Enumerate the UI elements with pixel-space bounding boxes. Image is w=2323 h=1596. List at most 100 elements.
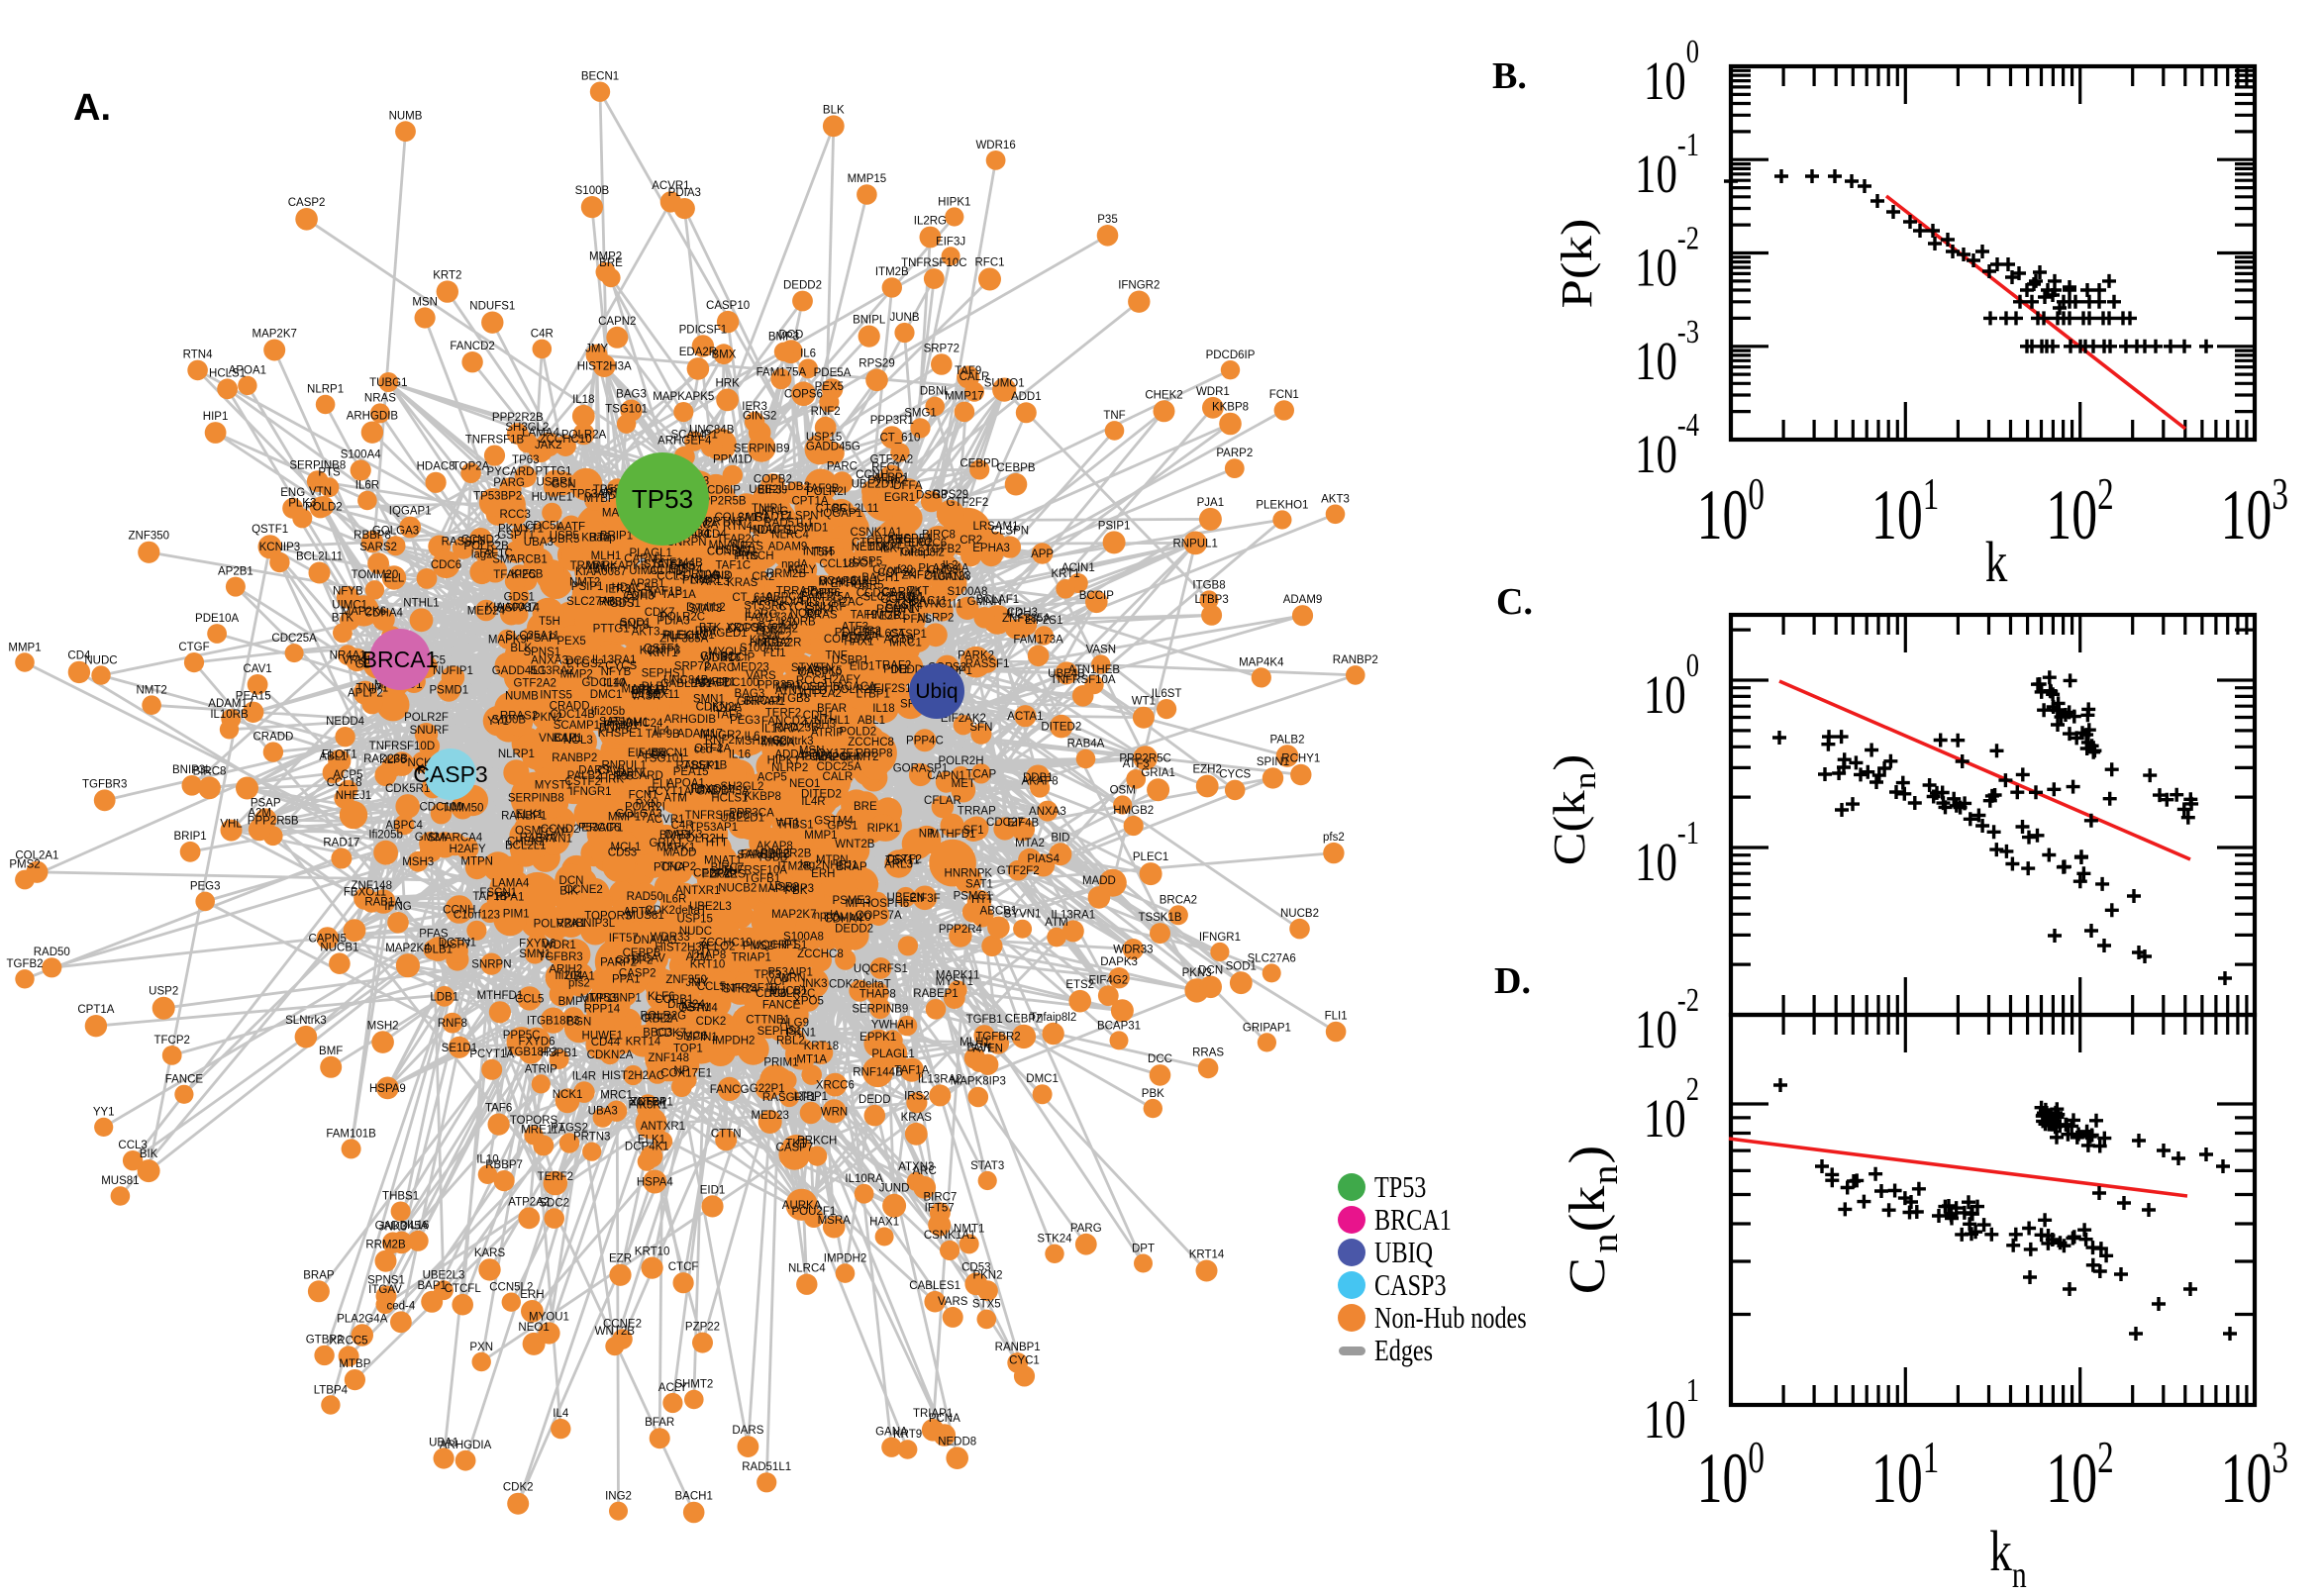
svg-text:ZNF24: ZNF24 xyxy=(631,1097,666,1109)
svg-text:WDR33: WDR33 xyxy=(1113,945,1153,956)
svg-text:DCP4K1: DCP4K1 xyxy=(625,1142,669,1153)
svg-text:RBL2: RBL2 xyxy=(776,1035,805,1047)
svg-text:MNAT1: MNAT1 xyxy=(709,540,747,551)
svg-text:KRT1: KRT1 xyxy=(1051,568,1079,580)
svg-text:NUCB2: NUCB2 xyxy=(1280,908,1319,920)
svg-text:PPP2R4: PPP2R4 xyxy=(939,924,983,936)
svg-text:CTGF: CTGF xyxy=(178,642,209,653)
svg-text:UBE2I: UBE2I xyxy=(749,484,781,496)
svg-text:EGR1: EGR1 xyxy=(884,492,915,504)
svg-text:PARG: PARG xyxy=(1070,1223,1102,1235)
svg-text:k: k xyxy=(1985,532,2008,595)
svg-text:RABEP1: RABEP1 xyxy=(913,988,958,1000)
svg-text:IFNG: IFNG xyxy=(384,901,412,913)
svg-text:UIMC1: UIMC1 xyxy=(332,600,367,612)
svg-text:SDC2: SDC2 xyxy=(539,1197,569,1209)
svg-text:HNRNPK: HNRNPK xyxy=(945,867,993,879)
svg-text:PIN1: PIN1 xyxy=(883,664,909,676)
svg-text:D.: D. xyxy=(1494,960,1531,1002)
svg-text:BAP1: BAP1 xyxy=(417,1280,446,1292)
svg-text:GRIPAP1: GRIPAP1 xyxy=(1243,1022,1291,1034)
svg-text:SPNS1: SPNS1 xyxy=(523,647,560,658)
svg-text:NDUFS1: NDUFS1 xyxy=(469,301,515,313)
svg-text:MSN: MSN xyxy=(412,297,438,309)
svg-text:P53AIP1: P53AIP1 xyxy=(767,966,812,978)
svg-text:LTBP3: LTBP3 xyxy=(1194,594,1228,606)
svg-text:CCND2: CCND2 xyxy=(461,535,501,547)
svg-text:CTTN: CTTN xyxy=(711,1128,742,1140)
svg-text:BCL2L11: BCL2L11 xyxy=(832,503,878,515)
svg-text:MMP2: MMP2 xyxy=(589,251,622,263)
svg-text:UBR5: UBR5 xyxy=(550,534,580,546)
svg-text:TP53: TP53 xyxy=(1374,1170,1426,1205)
svg-text:RAD51L1: RAD51L1 xyxy=(742,1461,791,1473)
svg-text:NUFIP1: NUFIP1 xyxy=(433,665,473,677)
svg-text:RNF8: RNF8 xyxy=(438,1018,467,1030)
svg-text:PALB2: PALB2 xyxy=(1270,734,1305,746)
svg-text:MED24: MED24 xyxy=(467,606,506,618)
svg-text:CDC5L: CDC5L xyxy=(525,521,562,533)
svg-text:PPM1D: PPM1D xyxy=(713,454,753,466)
svg-text:DCN: DCN xyxy=(559,875,584,887)
svg-text:PARP2: PARP2 xyxy=(1216,448,1253,459)
svg-text:IL10RA: IL10RA xyxy=(761,724,800,736)
svg-text:T5H: T5H xyxy=(539,616,560,628)
svg-text:Non-Hub nodes: Non-Hub nodes xyxy=(1374,1301,1527,1336)
svg-text:P(k): P(k) xyxy=(1553,219,1601,309)
svg-text:HTT: HTT xyxy=(971,894,993,906)
svg-text:TP53BP2: TP53BP2 xyxy=(473,490,522,502)
svg-text:TNF: TNF xyxy=(1103,410,1125,422)
svg-text:SRP72: SRP72 xyxy=(674,660,710,672)
svg-text:NUDC: NUDC xyxy=(679,926,712,938)
svg-text:MTA2: MTA2 xyxy=(1015,838,1045,849)
svg-text:Ubiq: Ubiq xyxy=(915,680,958,703)
svg-text:IL6: IL6 xyxy=(800,348,816,359)
svg-text:BCL2L11: BCL2L11 xyxy=(296,551,343,563)
svg-text:KRAS: KRAS xyxy=(727,577,758,589)
svg-text:MAP2K7: MAP2K7 xyxy=(771,909,816,921)
svg-text:ERH: ERH xyxy=(520,1289,544,1301)
svg-text:PCYT1A: PCYT1A xyxy=(469,1048,514,1060)
svg-text:PDICSF1: PDICSF1 xyxy=(835,628,883,640)
svg-text:IL10RA: IL10RA xyxy=(845,1173,883,1185)
svg-text:CDKN2A: CDKN2A xyxy=(587,1049,634,1061)
svg-text:SLNtrk3: SLNtrk3 xyxy=(772,736,814,748)
svg-text:CSTF2: CSTF2 xyxy=(886,853,922,865)
svg-text:RAB4A: RAB4A xyxy=(1067,739,1105,750)
svg-text:LTBP1: LTBP1 xyxy=(794,1091,828,1103)
svg-text:MED23: MED23 xyxy=(752,1110,789,1122)
svg-text:PLAGL1: PLAGL1 xyxy=(871,1048,914,1060)
svg-text:AKT3: AKT3 xyxy=(1321,494,1350,506)
svg-text:KRT2: KRT2 xyxy=(433,269,461,281)
svg-text:ZNF350: ZNF350 xyxy=(665,974,707,986)
svg-text:TNF: TNF xyxy=(825,650,847,662)
svg-text:RTN4: RTN4 xyxy=(183,349,213,361)
svg-text:IL13RA1: IL13RA1 xyxy=(1051,909,1095,921)
svg-text:KKBP8: KKBP8 xyxy=(1212,402,1249,414)
svg-text:MMP1: MMP1 xyxy=(8,642,41,653)
svg-text:ENG: ENG xyxy=(280,487,305,499)
svg-text:BNIPL: BNIPL xyxy=(853,315,886,327)
svg-text:MSRA: MSRA xyxy=(818,1215,852,1227)
svg-text:SMN1: SMN1 xyxy=(519,948,551,960)
svg-text:AKT3: AKT3 xyxy=(632,626,660,638)
svg-text:SLNtrk3: SLNtrk3 xyxy=(285,1015,327,1027)
svg-text:ARHGDIB: ARHGDIB xyxy=(347,411,399,423)
svg-text:IFT57: IFT57 xyxy=(925,1203,955,1215)
svg-text:MADD: MADD xyxy=(1082,875,1116,887)
svg-text:MSH3: MSH3 xyxy=(402,856,434,868)
svg-text:BCL2L1: BCL2L1 xyxy=(505,840,547,851)
svg-text:VTN: VTN xyxy=(811,662,834,674)
svg-text:COPS7A: COPS7A xyxy=(856,910,902,922)
svg-text:COX17E1: COX17E1 xyxy=(660,1068,712,1080)
svg-text:WRN: WRN xyxy=(821,1106,848,1118)
svg-text:KRT18: KRT18 xyxy=(804,1041,840,1052)
svg-text:BMF: BMF xyxy=(319,1046,343,1057)
svg-text:TGFB1: TGFB1 xyxy=(744,873,780,885)
svg-text:ADAM9: ADAM9 xyxy=(1283,594,1323,606)
svg-text:IL18: IL18 xyxy=(872,703,894,715)
svg-text:S100A8: S100A8 xyxy=(948,586,988,598)
svg-text:NEO1: NEO1 xyxy=(789,778,820,790)
svg-text:ITGAV: ITGAV xyxy=(632,952,665,964)
svg-text:IL2RG: IL2RG xyxy=(745,609,777,621)
